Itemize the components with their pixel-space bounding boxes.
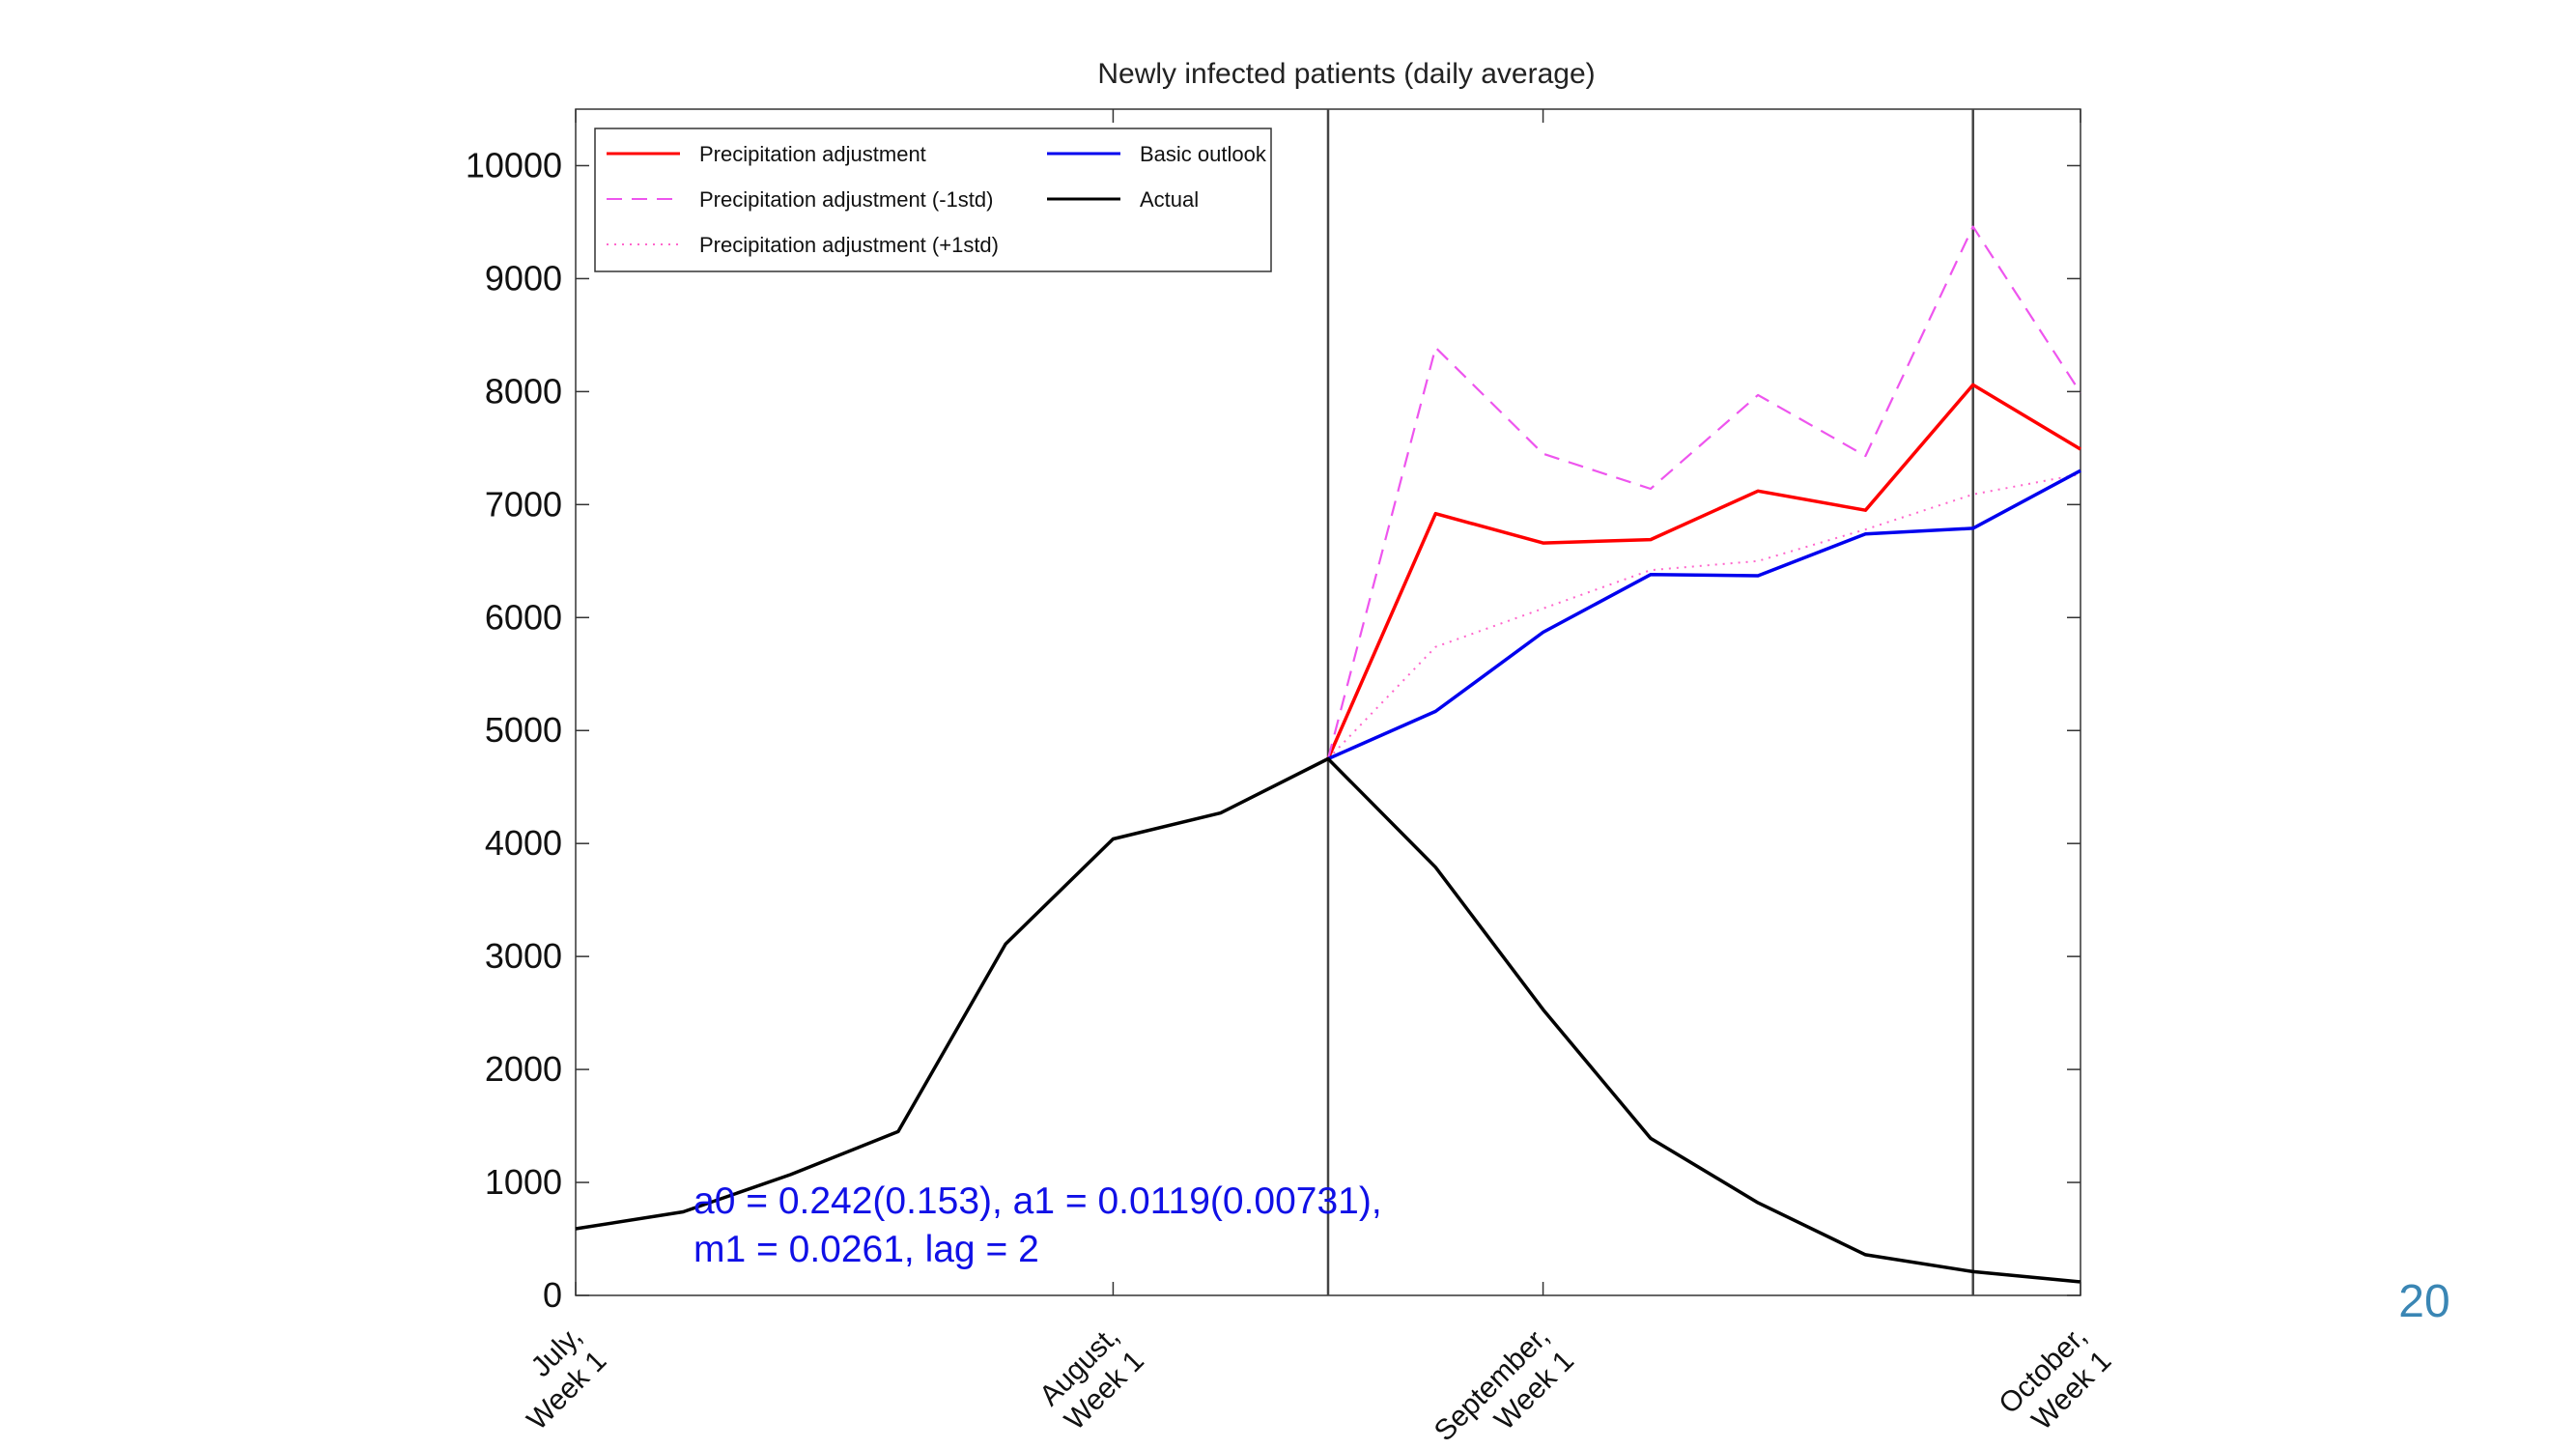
x-tick-label: July,Week 1 [522,1321,613,1436]
series-precipitation-adjustment-1std-line [1326,225,2081,759]
x-tick-label: September,Week 1 [1429,1321,1580,1448]
legend-label: Basic outlook [1140,142,1267,166]
series-precipitation-adjustment-line [1326,383,2081,760]
y-tick-label: 9000 [485,258,562,298]
legend-label: Precipitation adjustment [699,142,926,166]
y-tick-label: 5000 [485,710,562,750]
legend-label: Precipitation adjustment (-1std) [699,187,993,212]
y-tick-label: 4000 [485,823,562,863]
legend: Precipitation adjustment Basic outlook Pre… [594,128,1272,272]
y-tick-label: 7000 [485,484,562,524]
y-tick-label: 0 [543,1275,562,1315]
series-basic-outlook-line [1327,469,2081,761]
chart-title: Newly infected patients (daily average) [1097,58,1595,90]
plot-area [575,108,2081,1296]
y-tick-label: 3000 [485,936,562,976]
annotation-line: m1 = 0.0261, lag = 2 [694,1229,1039,1270]
annotation-line: a0 = 0.242(0.153), a1 = 0.0119(0.00731), [694,1180,1382,1222]
legend-box [594,128,1272,272]
y-tick-label: 10000 [466,145,562,185]
y-axis: 0 1000 2000 3000 4000 5000 6000 7000 8000 9000 100… [466,145,2081,1315]
page-number: 20 [2398,1276,2450,1327]
y-tick-label: 6000 [485,597,562,637]
series-actual-line [575,756,2081,1284]
x-tick-label: August,Week 1 [1033,1321,1150,1436]
y-tick-label: 1000 [485,1162,562,1202]
legend-label: Actual [1140,187,1199,212]
y-tick-label: 8000 [485,371,562,411]
legend-label: Precipitation adjustment (+1std) [699,233,999,257]
y-tick-label: 2000 [485,1049,562,1089]
x-tick-label: October,Week 1 [1993,1321,2117,1436]
model-annotation: a0 = 0.242(0.153), a1 = 0.0119(0.00731),… [694,1180,1382,1270]
